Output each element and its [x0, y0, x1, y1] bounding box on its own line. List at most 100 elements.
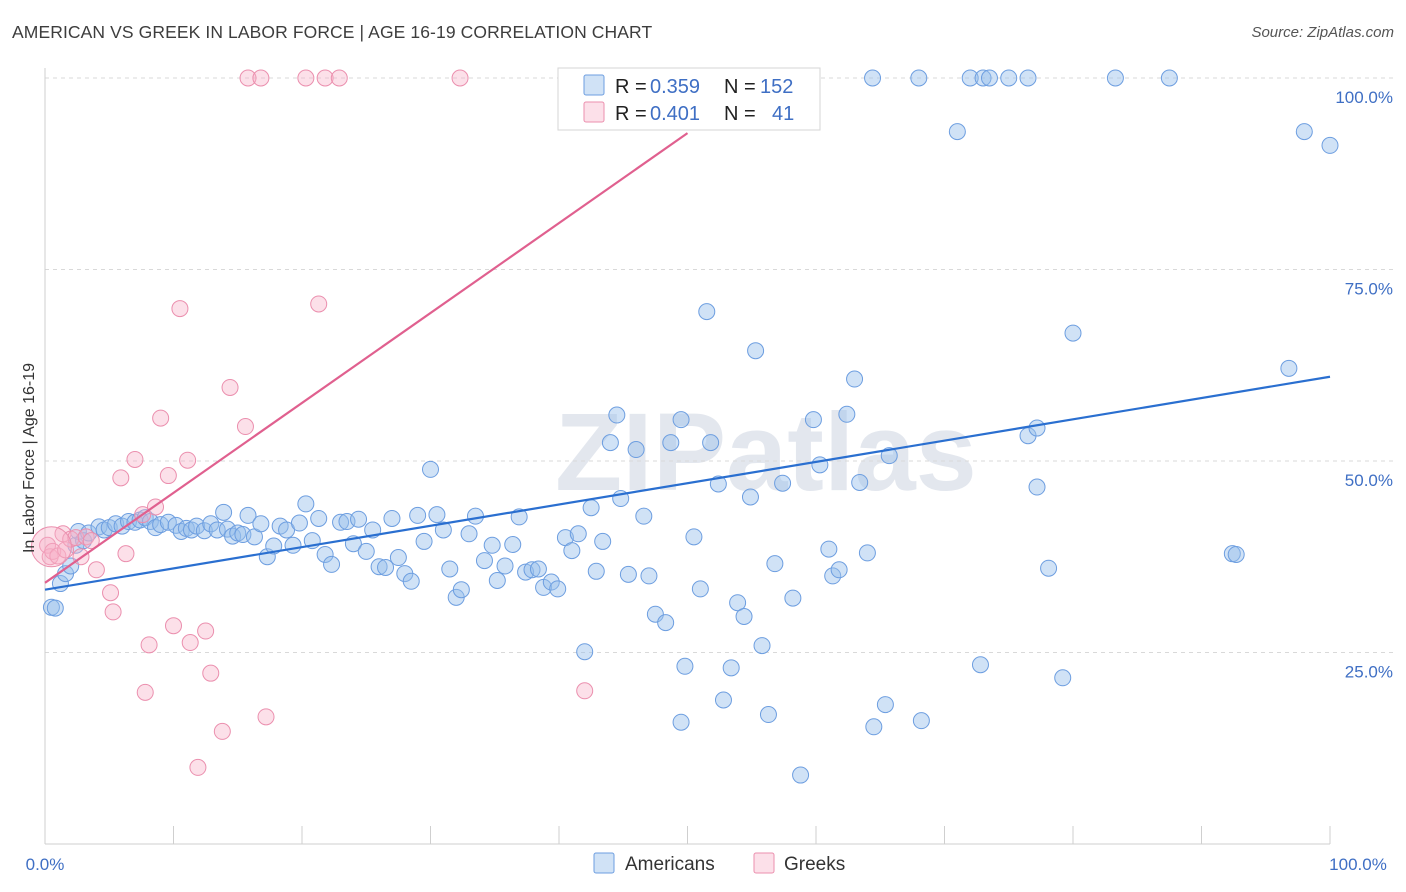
american-point: [1054, 669, 1072, 687]
greek-point: [221, 378, 239, 396]
greeks-n-value: 41: [772, 103, 794, 125]
american-point: [316, 545, 334, 563]
american-point: [383, 509, 401, 527]
american-point: [460, 525, 478, 543]
greek-point: [57, 541, 75, 559]
greek-point: [316, 69, 334, 87]
american-point: [422, 460, 439, 478]
american-point: [1040, 559, 1058, 577]
american-point: [1028, 419, 1046, 437]
american-point: [1019, 69, 1037, 87]
american-point: [672, 713, 690, 731]
y-axis-title: In Labor Force | Age 16-19: [21, 363, 38, 553]
greek-point: [297, 69, 315, 87]
american-point: [428, 506, 446, 524]
american-point: [496, 557, 514, 575]
american-point: [811, 456, 829, 474]
american-point: [475, 552, 493, 570]
american-point: [587, 562, 605, 580]
bottom-legend: Americans Greeks: [593, 852, 845, 875]
stats-legend-box: [557, 67, 821, 131]
greek-point: [236, 418, 254, 436]
american-point: [912, 712, 930, 730]
american-point: [804, 411, 822, 429]
greek-point: [171, 300, 189, 318]
american-point: [402, 572, 420, 590]
american-point: [483, 536, 501, 554]
american-point: [876, 696, 894, 714]
greek-point: [140, 636, 158, 654]
greek-point: [252, 69, 270, 87]
american-point: [846, 370, 864, 388]
greek-point: [87, 561, 105, 579]
american-point: [441, 560, 459, 578]
american-point: [350, 510, 368, 528]
american-point: [824, 567, 842, 585]
greek-point: [330, 69, 348, 87]
greek-point: [202, 664, 220, 682]
greek-point: [181, 634, 199, 652]
american-point: [310, 509, 328, 527]
y-tick-label: 25.0%: [1345, 663, 1393, 682]
greek-point: [136, 683, 154, 701]
american-point: [676, 657, 694, 675]
american-point: [323, 555, 341, 573]
greek-point: [197, 622, 215, 640]
greek-point: [112, 469, 130, 487]
gridlines: 25.0% 50.0% 75.0% 100.0%: [45, 77, 1393, 682]
american-point: [1227, 545, 1245, 563]
greek-point: [189, 758, 207, 776]
american-point: [1321, 136, 1339, 154]
y-tick-label: 50.0%: [1345, 471, 1393, 490]
americans-r-value: 0.359: [650, 76, 700, 98]
american-point: [910, 69, 928, 87]
american-point: [594, 532, 612, 550]
american-point: [722, 659, 740, 677]
american-point: [466, 507, 484, 525]
greek-point: [30, 526, 72, 568]
american-point: [147, 519, 165, 537]
american-point: [691, 580, 709, 598]
american-point: [1280, 359, 1298, 377]
american-point: [820, 540, 838, 558]
american-point: [627, 441, 645, 459]
american-point: [239, 506, 257, 524]
greek-point: [104, 603, 122, 621]
american-point: [510, 508, 528, 526]
greek-point: [239, 69, 257, 87]
chart-title: AMERICAN VS GREEK IN LABOR FORCE | AGE 1…: [12, 22, 653, 42]
american-point: [974, 69, 992, 87]
greek-point: [165, 617, 182, 635]
legend-americans-label: Americans: [625, 854, 715, 875]
greek-point: [576, 682, 594, 700]
american-point: [195, 522, 213, 540]
american-point: [792, 766, 810, 784]
american-point: [729, 594, 747, 612]
greek-point: [159, 467, 177, 485]
american-point: [640, 567, 658, 585]
american-point: [685, 528, 703, 546]
americans-n-label: N =: [724, 76, 756, 98]
american-point: [377, 558, 395, 576]
greek-point: [257, 708, 275, 726]
american-point: [784, 589, 802, 607]
american-point: [864, 69, 882, 87]
greek-point: [179, 451, 197, 469]
american-point: [389, 549, 407, 567]
american-point: [332, 513, 350, 531]
american-point: [1000, 69, 1018, 87]
american-point: [252, 515, 270, 533]
american-point: [971, 656, 989, 674]
american-point: [529, 560, 547, 578]
source-label: Source: ZipAtlas.com: [1251, 24, 1394, 41]
american-point: [608, 406, 626, 424]
american-point: [838, 405, 856, 423]
american-point: [582, 499, 600, 517]
greek-point: [310, 295, 328, 313]
american-point: [672, 411, 690, 429]
american-point: [698, 303, 716, 321]
american-point: [576, 643, 594, 661]
american-point: [563, 542, 581, 560]
american-point: [766, 555, 784, 573]
american-point: [657, 614, 675, 632]
